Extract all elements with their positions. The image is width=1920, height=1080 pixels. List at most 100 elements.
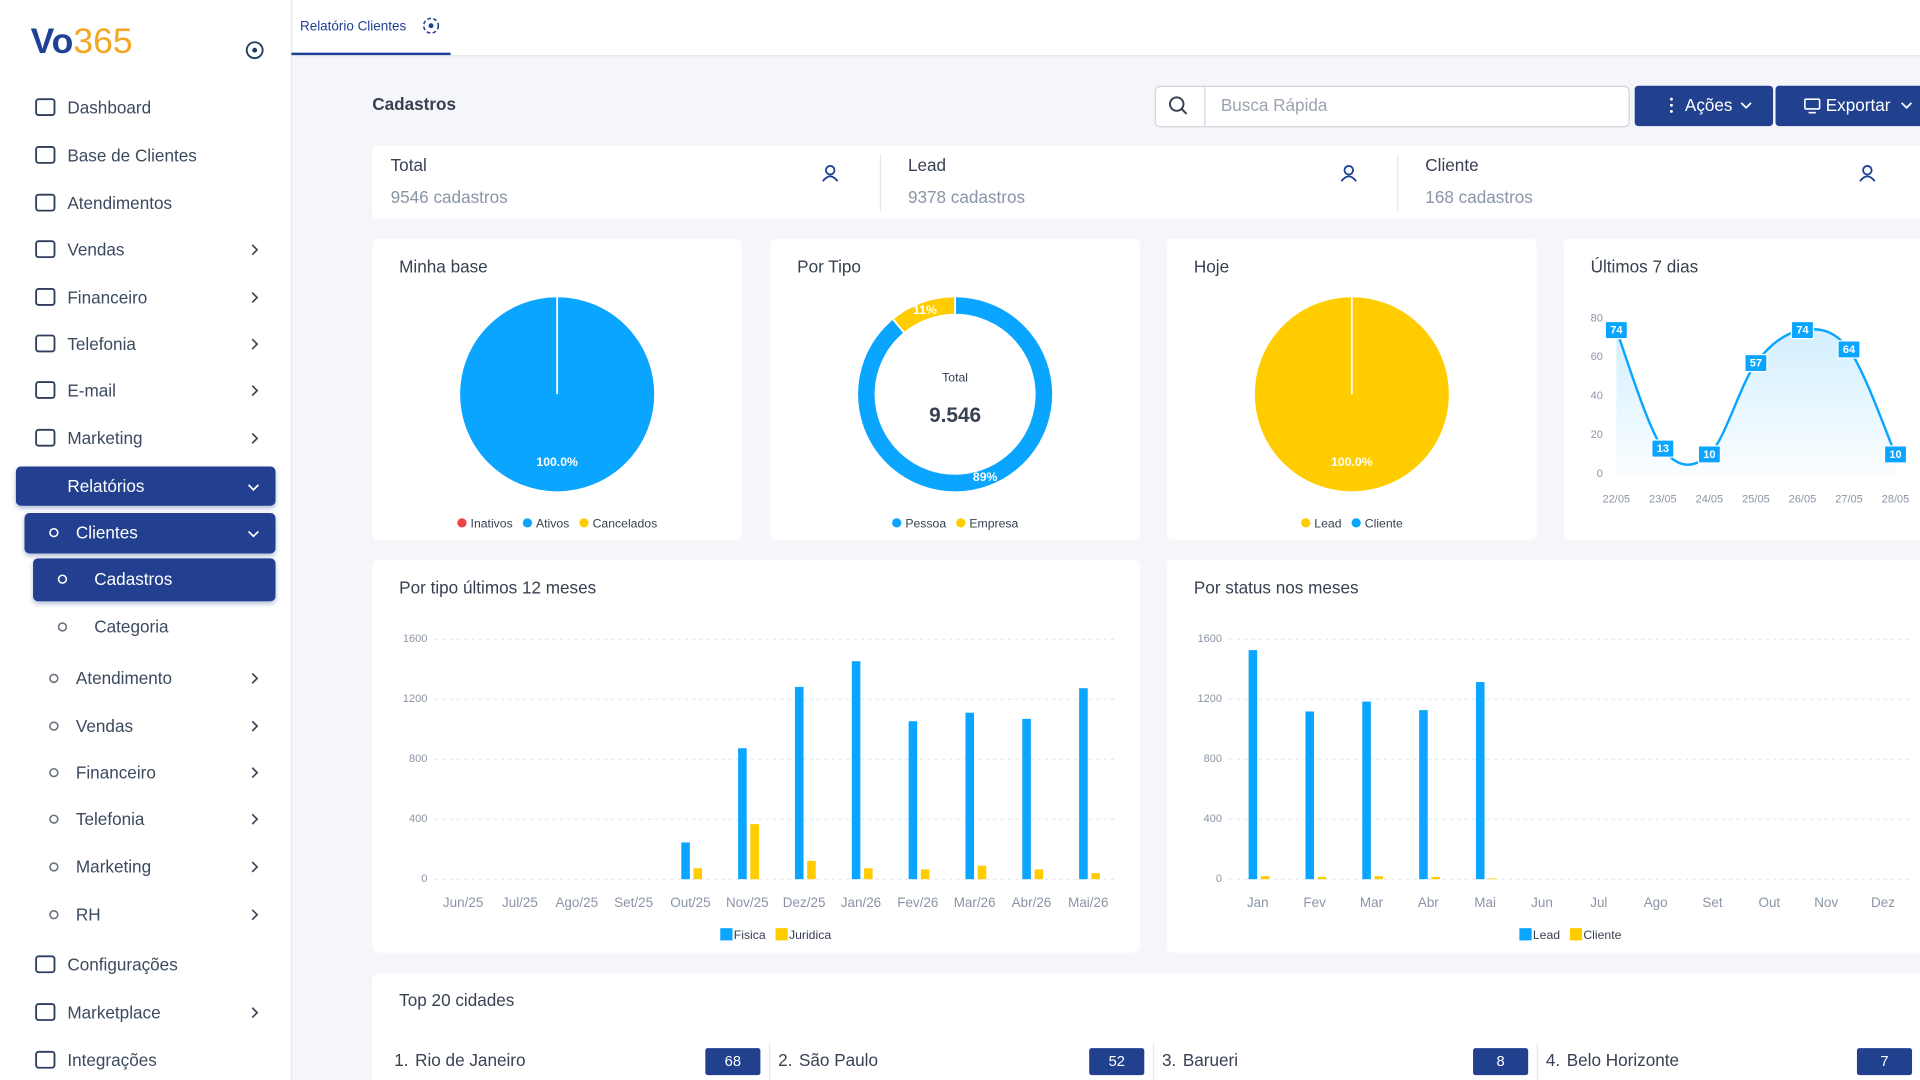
bar	[1248, 650, 1258, 880]
city-count: 7	[1880, 1054, 1888, 1070]
menu-item[interactable]: Relatórios	[67, 476, 144, 496]
bar	[920, 869, 930, 880]
actions-button[interactable]	[1634, 85, 1774, 127]
x-tick-label: Abr/26	[1012, 895, 1052, 910]
menu-item[interactable]: Marketplace	[67, 1002, 160, 1022]
menu-item[interactable]: Atendimento	[76, 668, 172, 688]
menu-item[interactable]: Configurações	[67, 955, 177, 975]
pie-slice	[891, 295, 957, 335]
menu-item[interactable]: Base de Clientes	[67, 145, 196, 165]
menu-chevron	[251, 244, 259, 256]
menu-item[interactable]: Financeiro	[67, 287, 147, 307]
x-tick-label: Mai	[1474, 895, 1496, 910]
bar	[1419, 710, 1428, 880]
collapse-button[interactable]	[245, 41, 264, 60]
menu-icon	[35, 955, 56, 974]
menu-chevron	[251, 767, 259, 779]
menu-item[interactable]: Categoria	[94, 617, 169, 637]
menu: Dashboard Base de Clientes Atendimentos Ven…	[15, 98, 276, 1070]
search-box[interactable]	[1154, 85, 1630, 128]
tab-icon[interactable]	[422, 17, 440, 34]
logo: Vo365	[31, 21, 133, 61]
bar	[864, 868, 873, 880]
y-tick-label: 1200	[1198, 693, 1223, 705]
y-tick-label: 80	[1591, 312, 1603, 324]
city-count: 68	[725, 1054, 741, 1070]
x-tick-label: Nov/25	[726, 895, 769, 910]
x-tick-label: Dez	[1871, 895, 1895, 910]
menu-item[interactable]: Atendimentos	[67, 193, 172, 213]
actions-chevron	[1740, 102, 1752, 109]
tab-label[interactable]: Relatório Clientes	[300, 19, 406, 34]
menu-item[interactable]: Cadastros	[94, 569, 172, 589]
bar	[1022, 718, 1031, 880]
slice-label: 100.0%	[1331, 455, 1373, 469]
menu-item[interactable]: Marketing	[67, 428, 142, 448]
x-tick-label: Out/25	[670, 895, 710, 910]
summary-value: 9378 cadastros	[908, 187, 1025, 207]
chart-card: Por status nos meses 0 400 800 1200 1600 Jan Fe…	[1166, 559, 1920, 953]
bar	[794, 686, 804, 880]
menu-bullet	[57, 574, 68, 584]
menu-item[interactable]: Telefonia	[76, 809, 145, 829]
menu-active-bg	[24, 513, 276, 554]
menu-item[interactable]: Vendas	[67, 240, 124, 260]
legend: Fisica Juridica	[720, 928, 831, 942]
city-badge	[705, 1048, 761, 1076]
y-tick-label: 0	[1597, 468, 1603, 480]
slice-label: 89%	[973, 470, 998, 484]
center-value: 9.546	[929, 404, 981, 427]
menu-item[interactable]: E-mail	[67, 380, 116, 400]
legend-label: Ativos	[536, 516, 569, 530]
legend-label: Cliente	[1583, 928, 1621, 942]
legend: Pessoa Empresa	[892, 516, 1019, 530]
legend-marker	[1351, 518, 1361, 528]
menu-item[interactable]: Dashboard	[67, 98, 151, 118]
bar	[1034, 869, 1044, 880]
legend: Inativos Ativos Cancelados	[457, 516, 657, 530]
summary-label: Cliente	[1425, 155, 1478, 175]
summary-icon	[1862, 165, 1873, 176]
x-tick-label: Jul/25	[502, 895, 538, 910]
menu-item[interactable]: Integrações	[67, 1050, 157, 1070]
bar	[1260, 876, 1270, 880]
menu-item[interactable]: Marketing	[76, 857, 151, 877]
export-icon	[1804, 98, 1821, 110]
x-tick-label: Mai/26	[1068, 895, 1108, 910]
chart-title: Por Tipo	[797, 257, 861, 277]
menu-bullet	[49, 527, 59, 538]
menu-icon	[35, 334, 56, 353]
menu-chevron	[251, 292, 259, 304]
menu-bullet	[49, 673, 59, 684]
menu-item[interactable]: Telefonia	[67, 334, 136, 354]
export-button[interactable]	[1775, 85, 1920, 127]
menu-icon	[35, 240, 56, 259]
legend-label: Lead	[1314, 516, 1341, 530]
summary-label: Total	[391, 155, 427, 175]
point-label: 57	[1750, 358, 1762, 370]
tab-icon-dot	[428, 23, 434, 29]
page-title: Cadastros	[372, 94, 456, 114]
line-area	[1616, 329, 1896, 474]
summary-value: 9546 cadastros	[391, 187, 508, 207]
legend-marker	[457, 518, 467, 528]
pie-slice	[856, 295, 1054, 494]
chart-card: Hoje 100.0% Lead Cliente	[1166, 238, 1537, 540]
legend-marker	[1519, 928, 1532, 941]
legend-label: Fisica	[734, 928, 766, 942]
menu-bullet	[49, 814, 59, 824]
x-tick-label: 25/05	[1742, 493, 1770, 505]
menu-item[interactable]: Clientes	[76, 522, 138, 542]
bar	[1079, 688, 1088, 880]
bar	[1374, 876, 1384, 880]
menu-item[interactable]: Financeiro	[76, 762, 156, 782]
y-tick-label: 1600	[403, 633, 428, 645]
center-label: Total	[942, 371, 968, 385]
chart-card: Por tipo últimos 12 meses 0 400 800 1200 1600…	[372, 559, 1141, 953]
menu-item[interactable]: RH	[76, 904, 101, 924]
point-label: 13	[1657, 443, 1669, 455]
bar	[1317, 876, 1327, 880]
pie-slice	[458, 295, 657, 494]
menu-item[interactable]: Vendas	[76, 716, 133, 736]
bar	[693, 868, 703, 880]
